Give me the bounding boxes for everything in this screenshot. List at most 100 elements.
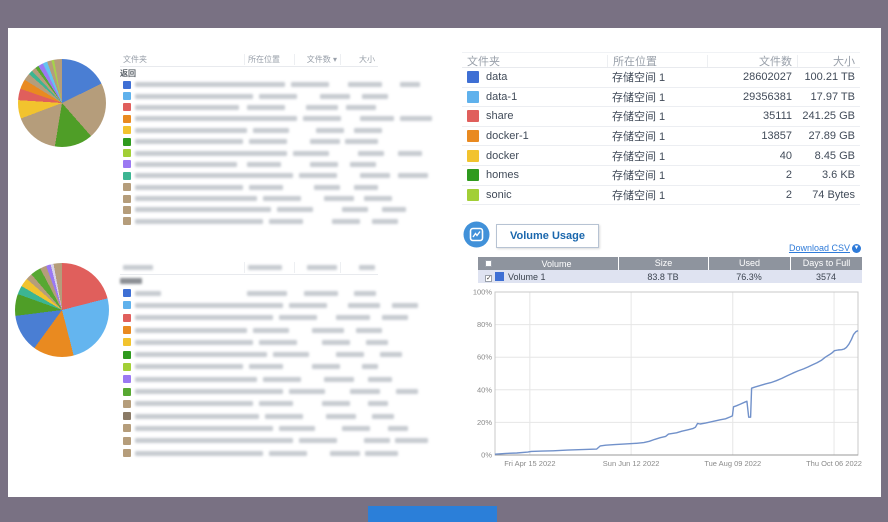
folder-row-blurred[interactable] <box>120 79 420 90</box>
volume-name: Volume 1 <box>508 271 546 282</box>
folder-color-icon <box>123 171 131 180</box>
size-cell <box>352 339 390 345</box>
download-icon[interactable]: ▼ <box>852 243 861 253</box>
folder-row-blurred[interactable] <box>120 422 408 434</box>
column-header-count-sorted[interactable]: 文件数 ▾ <box>294 53 340 65</box>
column-header-location[interactable]: 所在位置 <box>244 53 294 65</box>
column-header-blurred[interactable] <box>294 261 340 273</box>
folder-row-blurred[interactable] <box>120 410 394 422</box>
folder-row-blurred[interactable] <box>120 204 406 215</box>
folder-row-blurred[interactable] <box>120 136 378 147</box>
folder-name-cell[interactable]: data <box>462 71 607 84</box>
folder-row-blurred[interactable] <box>120 170 428 181</box>
folder-row-blurred[interactable] <box>120 336 388 348</box>
folder-row-blurred[interactable] <box>120 398 388 410</box>
count-cell <box>324 207 370 213</box>
folder-name: docker-1 <box>486 130 529 143</box>
column-header-days-to-full[interactable]: Days to Full <box>790 257 862 270</box>
folder-row-blurred[interactable] <box>120 216 398 227</box>
folder-name-cell[interactable]: docker-1 <box>462 130 607 143</box>
folder-color-icon <box>123 313 131 322</box>
folder-row[interactable]: data-1 存储空间 1 29356381 17.97 TB <box>462 88 860 108</box>
column-header-blurred[interactable] <box>120 263 244 272</box>
size-cell <box>356 196 394 202</box>
row-checkbox[interactable]: ✓ <box>478 272 495 282</box>
redacted-text <box>398 173 428 179</box>
folder-name-cell <box>120 171 296 180</box>
folder-name-cell[interactable]: data-1 <box>462 90 607 103</box>
column-header-size[interactable]: Size <box>618 257 708 270</box>
count-cell <box>346 173 392 179</box>
folder-row-blurred[interactable] <box>120 447 398 459</box>
redacted-text <box>330 450 360 456</box>
size-cell <box>382 389 420 395</box>
count-cell <box>296 139 342 145</box>
folder-name-cell <box>120 436 296 445</box>
folder-row[interactable]: share 存储空间 1 35111 241.25 GB <box>462 107 860 127</box>
subfolder-table-2 <box>120 260 428 459</box>
folder-row[interactable]: docker 存储空间 1 40 8.45 GB <box>462 146 860 166</box>
size-cell <box>392 438 430 444</box>
redacted-text <box>135 207 271 213</box>
folder-row-blurred[interactable] <box>120 193 392 204</box>
folder-name-cell <box>120 313 276 322</box>
volume-row[interactable]: ✓ Volume 1 83.8 TB 76.3% 3574 <box>478 270 862 283</box>
column-header-volume[interactable]: Volume <box>541 258 572 269</box>
folder-row-blurred[interactable] <box>120 90 388 101</box>
folder-row-blurred[interactable] <box>120 435 428 447</box>
folder-row-blurred[interactable] <box>120 125 382 136</box>
back-link-blurred[interactable] <box>120 275 378 287</box>
subfolder-pie-chart-1[interactable] <box>18 59 106 147</box>
redacted-text <box>135 339 253 345</box>
column-header-blurred[interactable] <box>340 261 378 273</box>
folder-name: share <box>486 110 514 123</box>
y-axis-tick-label: 20% <box>477 418 492 427</box>
folder-row-blurred[interactable] <box>120 312 408 324</box>
folder-row-blurred[interactable] <box>120 147 422 158</box>
folder-name-cell[interactable]: docker <box>462 149 607 162</box>
folder-row[interactable]: homes 存储空间 1 2 3.6 KB <box>462 166 860 186</box>
folder-row-blurred[interactable] <box>120 324 382 336</box>
redacted-text <box>289 302 327 308</box>
redacted-text <box>259 401 293 407</box>
column-header-location[interactable]: 所在位置 <box>607 55 707 68</box>
redacted-text <box>259 339 297 345</box>
redacted-text <box>279 315 317 321</box>
column-header-blurred[interactable] <box>244 261 294 273</box>
folder-row-blurred[interactable] <box>120 373 392 385</box>
checkbox-checked[interactable]: ✓ <box>485 274 492 282</box>
column-header-size[interactable]: 大小 <box>797 55 860 68</box>
folder-row-blurred[interactable] <box>120 287 378 299</box>
redacted-text <box>354 184 378 190</box>
folder-row-blurred[interactable] <box>120 113 432 124</box>
count-cell: 2 <box>785 169 792 182</box>
redacted-text <box>135 425 273 431</box>
folder-name-cell[interactable]: sonic <box>462 188 607 201</box>
column-header-count[interactable]: 文件数 <box>707 55 797 68</box>
folder-row-blurred[interactable] <box>120 159 378 170</box>
folder-row-blurred[interactable] <box>120 102 378 113</box>
folder-row-blurred[interactable] <box>120 385 418 397</box>
taskbar-window-button[interactable] <box>368 506 497 522</box>
folder-name-cell[interactable]: homes <box>462 169 607 182</box>
back-link[interactable]: 返回 <box>120 68 136 78</box>
folder-name-cell[interactable]: share <box>462 110 607 123</box>
redacted-text <box>336 352 364 358</box>
folder-row-blurred[interactable] <box>120 361 378 373</box>
redacted-text <box>263 376 301 382</box>
column-header-folder[interactable]: 文件夹 <box>123 54 147 64</box>
column-header-size[interactable]: 大小 <box>340 53 378 65</box>
folder-row-blurred[interactable] <box>120 182 378 193</box>
folder-row[interactable]: sonic 存储空间 1 2 74 Bytes <box>462 186 860 206</box>
select-all-checkbox[interactable] <box>478 259 495 269</box>
folder-row[interactable]: data 存储空间 1 28602027 100.21 TB <box>462 68 860 88</box>
column-header-folder[interactable]: 文件夹 <box>467 56 500 68</box>
folder-row-blurred[interactable] <box>120 348 402 360</box>
folder-row-blurred[interactable] <box>120 299 418 311</box>
folder-row[interactable]: docker-1 存储空间 1 13857 27.89 GB <box>462 127 860 147</box>
download-csv-link[interactable]: Download CSV <box>788 243 850 253</box>
location-cell <box>244 289 294 298</box>
column-header-used[interactable]: Used <box>708 257 790 270</box>
subfolder-pie-chart-2[interactable] <box>15 263 109 357</box>
volume-usage-line-chart: 0% 20% 40% 60% 80% 100% Fri Apr 15 2022 Sun Jun… <box>473 288 862 469</box>
